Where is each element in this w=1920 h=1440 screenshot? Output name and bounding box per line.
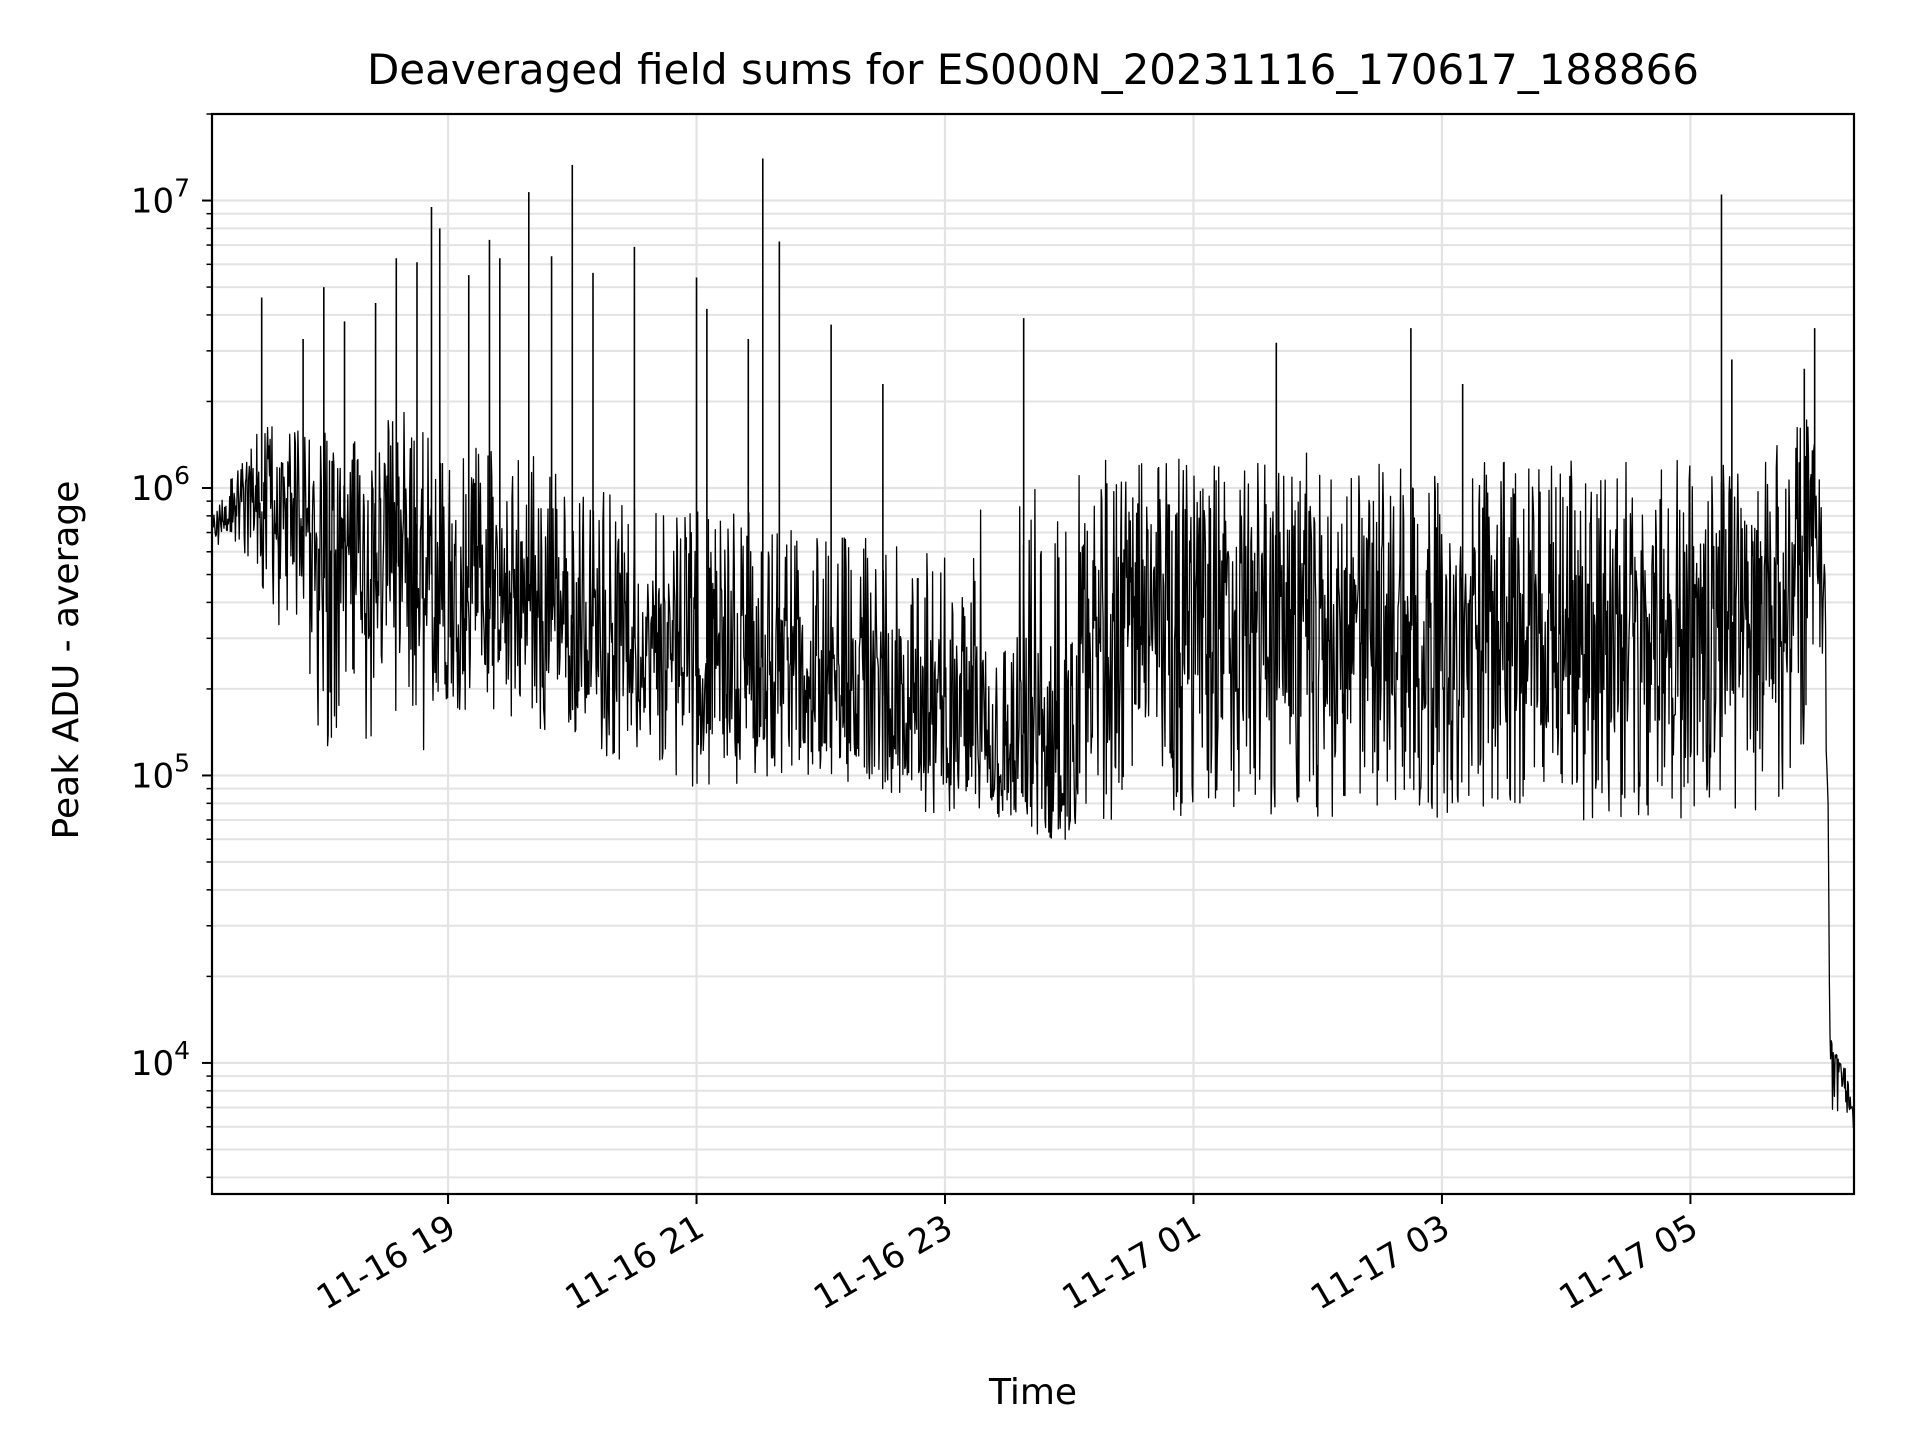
y-tick-label: 105 (131, 748, 190, 796)
series-line (211, 411, 1855, 1129)
y-tick-label: 106 (131, 461, 190, 509)
chart-title: Deaveraged field sums for ES000N_2023111… (367, 45, 1699, 94)
data-series (211, 158, 1855, 1129)
y-tick-label: 104 (131, 1036, 190, 1084)
plot-frame (210, 112, 1856, 1196)
x-axis-label: Time (988, 1372, 1077, 1413)
y-axis-label: Peak ADU - average (46, 481, 87, 840)
y-tick-label: 107 (131, 174, 190, 222)
